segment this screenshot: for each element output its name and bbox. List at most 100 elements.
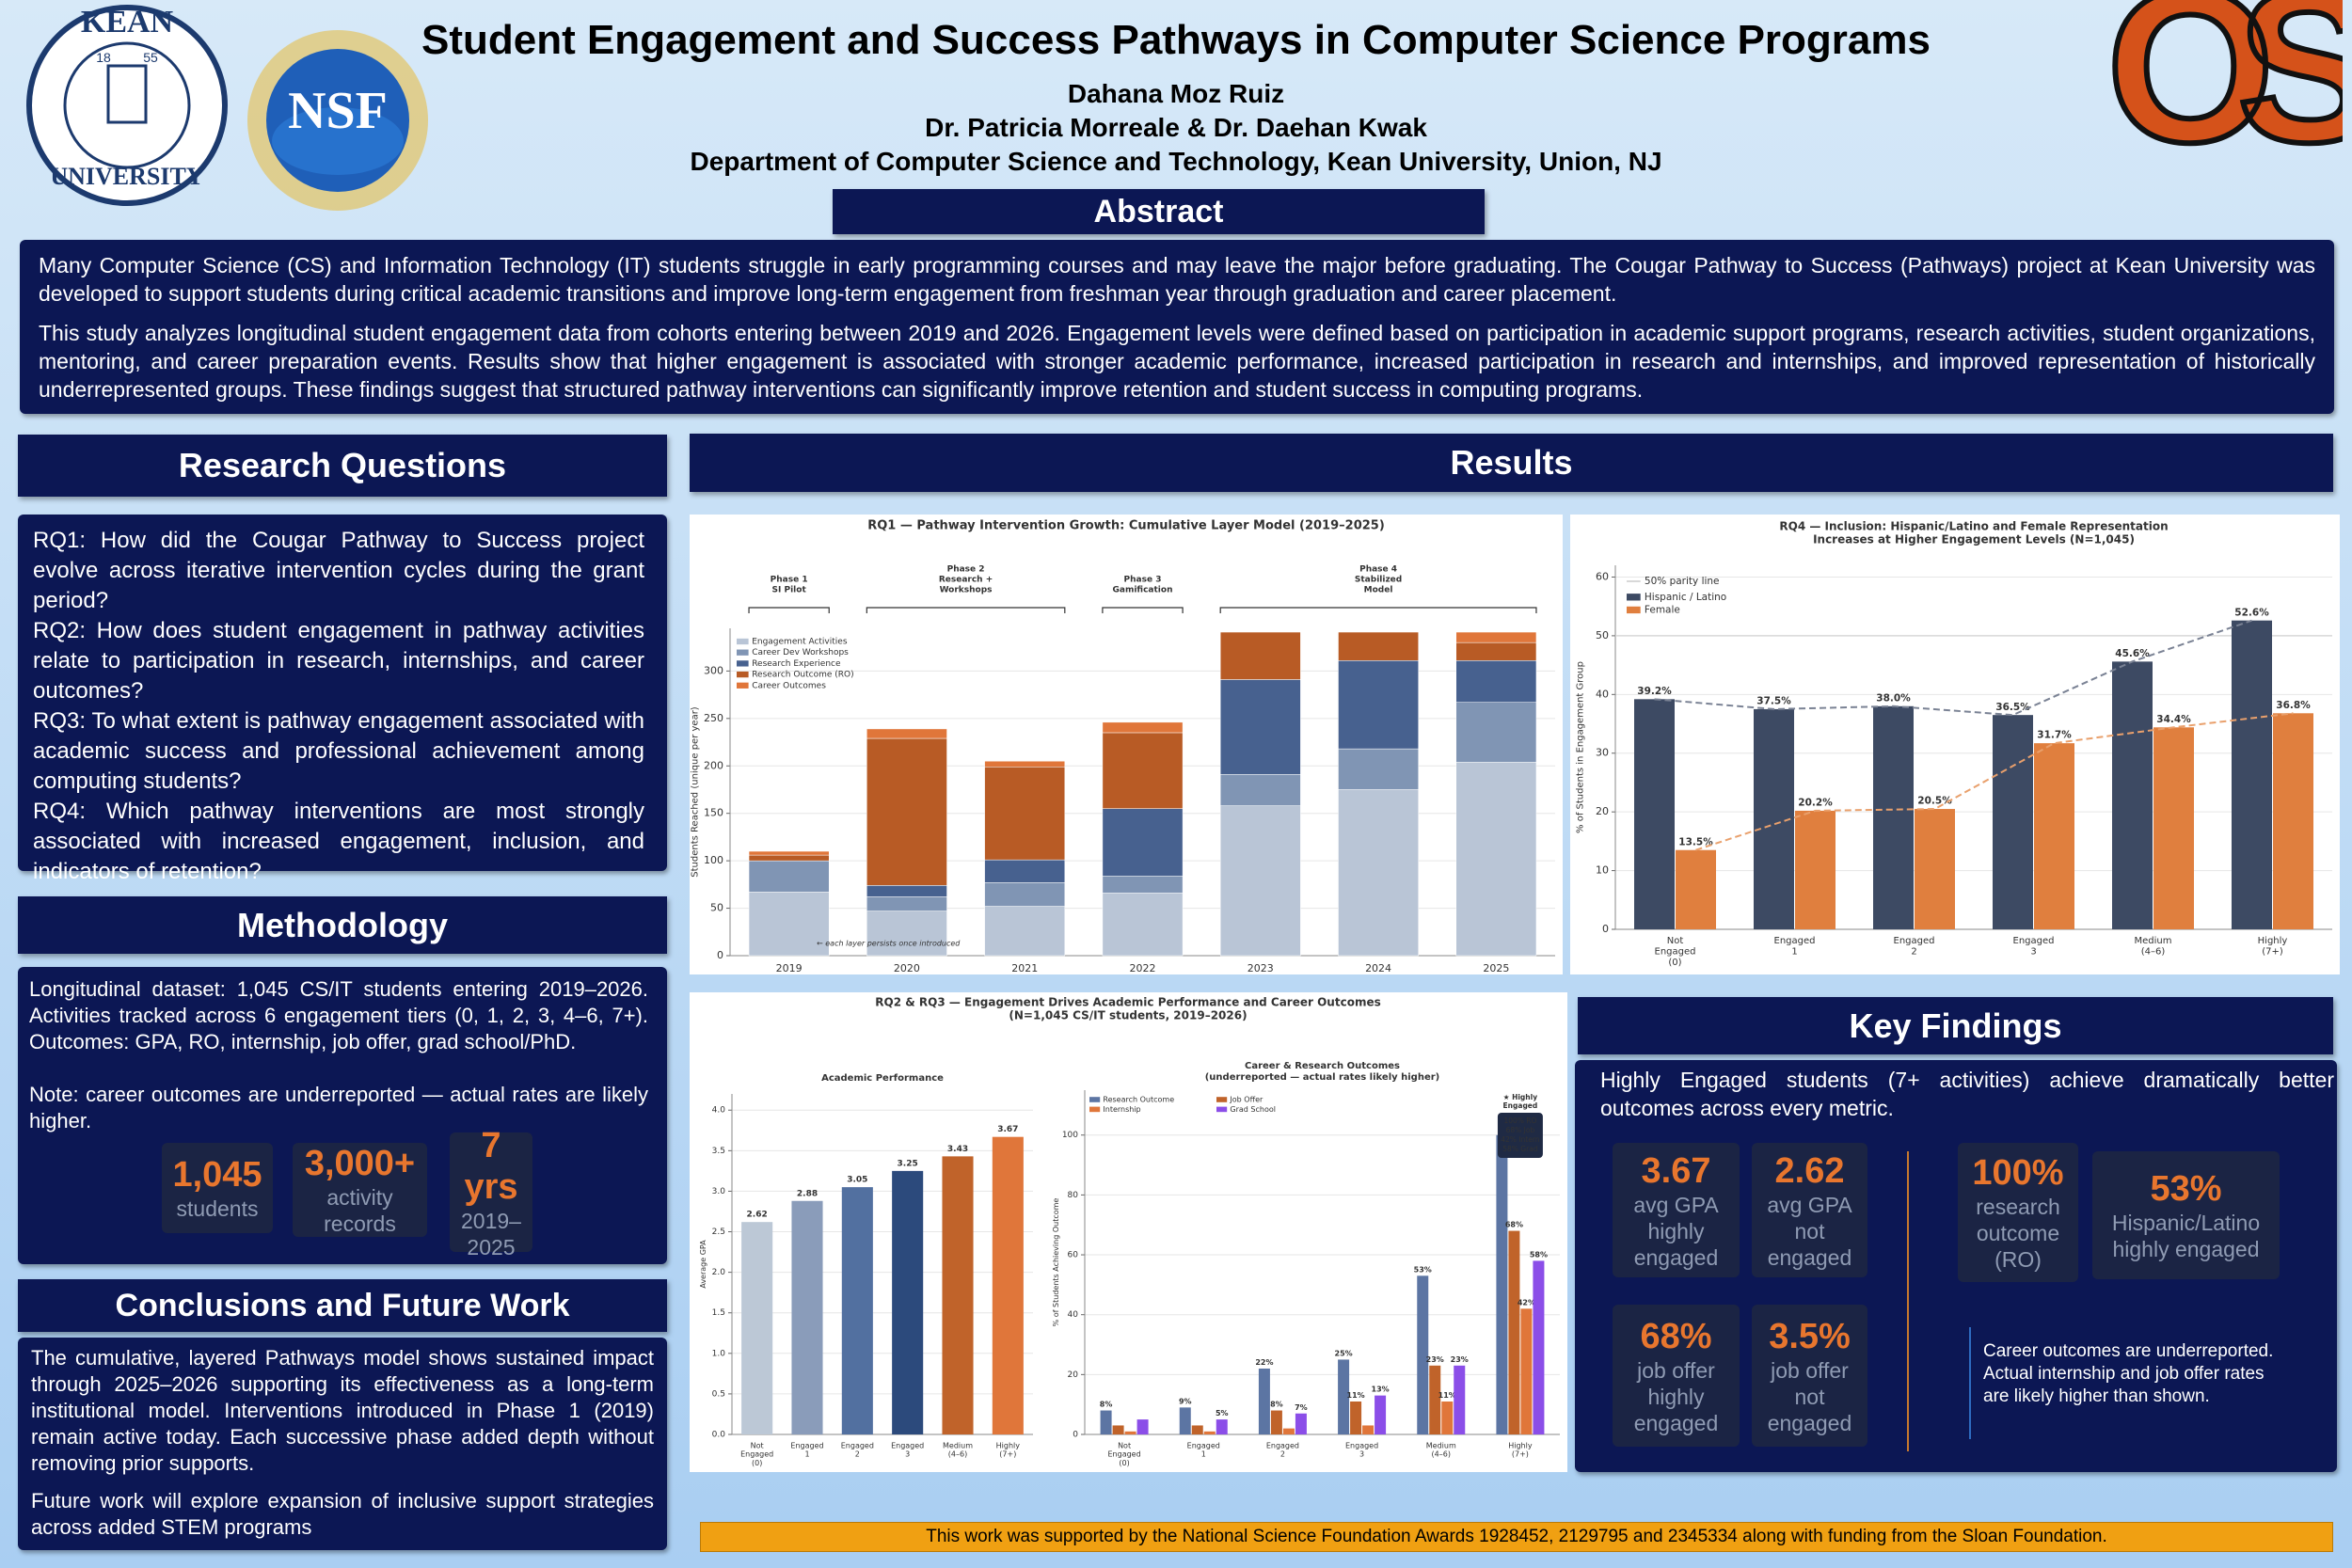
bar-segment (1455, 631, 1537, 643)
x-tick-label: Engaged (891, 1442, 924, 1450)
phase-label: Stabilized (1355, 576, 1402, 585)
annotation-label: Engaged (1503, 1101, 1538, 1110)
stat-value: 7 yrs (464, 1125, 518, 1207)
bar (741, 1222, 773, 1434)
bar (1496, 1134, 1508, 1434)
finding-label: job offer not engaged (1767, 1357, 1852, 1435)
data-label: 3.25 (898, 1159, 918, 1168)
key-findings-note: Career outcomes are underreported. Actua… (1983, 1341, 2274, 1406)
y-tick-label: 0.0 (712, 1431, 726, 1440)
bar-segment (1455, 761, 1537, 957)
bar-segment (984, 760, 1066, 768)
phase-bracket (1219, 607, 1537, 613)
chart-title: RQ4 — Inclusion: Hispanic/Latino and Fem… (1779, 520, 2168, 533)
phase-label: Phase 1 (771, 576, 808, 585)
x-tick-label: Highly (996, 1442, 1021, 1450)
finding-label: Hispanic/Latino highly engaged (2111, 1211, 2261, 1261)
x-tick-label: Engaged (1894, 936, 1935, 946)
bar (1270, 1410, 1282, 1434)
phase-bracket (866, 607, 1066, 613)
bar-segment (748, 860, 830, 893)
x-tick-label: 2020 (894, 962, 920, 974)
x-tick-label: (0) (1119, 1459, 1129, 1467)
bar (1295, 1413, 1307, 1434)
section-heading: Key Findings (1578, 997, 2333, 1054)
authors: Dahana Moz Ruiz Dr. Patricia Morreale & … (358, 77, 1994, 179)
bar (791, 1200, 823, 1434)
x-tick-label: (0) (1668, 958, 1681, 968)
rq23-chart: RQ2 & RQ3 — Engagement Drives Academic P… (690, 992, 1567, 1472)
legend-swatch (1216, 1097, 1228, 1102)
os-logo-text: OS (2107, 0, 2343, 187)
x-tick-label: 1 (1791, 947, 1797, 958)
annotation-text: 58% Grad (1502, 1145, 1538, 1153)
legend-swatch (737, 671, 749, 678)
bar-segment (1338, 748, 1419, 790)
kean-logo (26, 5, 228, 206)
data-label: 7% (1295, 1403, 1308, 1412)
x-tick-label: 3 (905, 1450, 910, 1459)
y-tick-label: 50 (1596, 629, 1609, 641)
paragraph: The cumulative, layered Pathways model s… (31, 1346, 654, 1475)
finding-value: 2.62 (1774, 1150, 1845, 1191)
y-tick-label: 100 (1062, 1131, 1078, 1140)
bar (942, 1156, 974, 1434)
x-tick-label: 3 (2030, 947, 2036, 958)
bar-segment (866, 911, 947, 957)
divider (1907, 1151, 1909, 1451)
x-tick-label: 1 (1201, 1450, 1206, 1459)
data-label: 34.4% (2156, 714, 2191, 725)
y-tick-label: 300 (704, 664, 723, 676)
data-label: 2.88 (797, 1189, 818, 1198)
bar-segment (1219, 774, 1301, 806)
bar (1100, 1410, 1112, 1434)
bar (2232, 620, 2272, 929)
y-tick-label: 0 (717, 949, 723, 961)
phase-bracket (748, 607, 830, 613)
phase-label: SI Pilot (772, 586, 807, 595)
author-line: Department of Computer Science and Techn… (690, 147, 1662, 176)
nsf-logo: NSF (247, 30, 428, 211)
y-tick-label: 4.0 (712, 1106, 726, 1116)
data-label: 3.43 (947, 1145, 968, 1154)
trend-line (1654, 619, 2252, 717)
chart-title: RQ1 — Pathway Intervention Growth: Cumul… (867, 519, 1385, 533)
y-axis-label: Average GPA (699, 1240, 707, 1289)
y-tick-label: 200 (704, 759, 723, 771)
abstract: Many Computer Science (CS) and Informati… (20, 240, 2334, 414)
bar (992, 1136, 1024, 1434)
trend-line (1695, 712, 2294, 851)
finding-value: 3.67 (1641, 1150, 1711, 1191)
paragraph: Many Computer Science (CS) and Informati… (39, 253, 2315, 306)
x-tick-label: 2021 (1011, 962, 1038, 974)
bar-segment (1455, 641, 1537, 661)
legend-swatch (1627, 594, 1641, 601)
bar-segment (984, 767, 1066, 861)
data-label: 45.6% (2115, 648, 2150, 659)
annotation-box (1497, 1113, 1543, 1158)
data-label: 23% (1451, 1355, 1469, 1364)
bar-segment (984, 906, 1066, 957)
phase-label: Gamification (1113, 586, 1173, 595)
data-label: 52.6% (2234, 607, 2269, 618)
x-tick-label: 3 (1359, 1450, 1364, 1459)
bar (1417, 1275, 1429, 1434)
paragraph: This study analyzes longitudinal student… (39, 321, 2315, 402)
bar-segment (748, 892, 830, 957)
x-tick-label: 2 (1280, 1450, 1285, 1459)
bar-segment (984, 882, 1066, 907)
y-tick-label: 60 (1596, 570, 1609, 582)
logos: KEAN UNIVERSITY 18 55 NSF (26, 5, 428, 211)
x-tick-label: 2025 (1483, 962, 1509, 974)
x-tick-label: (4–6) (2141, 947, 2166, 958)
bar (1441, 1401, 1454, 1434)
x-tick-label: Medium (1426, 1442, 1456, 1450)
y-tick-label: 40 (1068, 1310, 1079, 1320)
bar (1795, 810, 1836, 929)
x-tick-label: (4–6) (1432, 1450, 1451, 1459)
bar-segment (1102, 721, 1184, 734)
section-heading: Research Questions (18, 435, 667, 497)
bar-segment (984, 859, 1066, 883)
data-label: 37.5% (1756, 696, 1791, 707)
